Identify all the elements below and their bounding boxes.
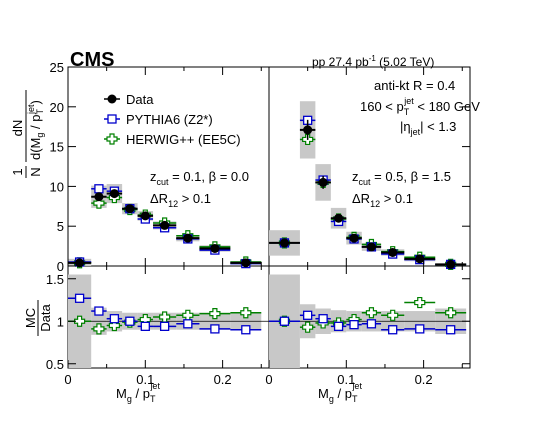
legend-pythia-marker (104, 114, 120, 124)
left-top-ytick-label-1: 5 (57, 219, 64, 234)
left-top-ytick-label-5: 25 (50, 60, 64, 75)
lumi-label: pp 27.4 pb-1 (5.02 TeV) (312, 54, 434, 69)
left-top-data-point-5 (160, 220, 170, 230)
left-zcut-annotation: zcut = 0.1, β = 0.0 (150, 169, 249, 187)
right-top-data-point-1 (303, 125, 313, 135)
ratio-y-axis-label: MC Data (23, 300, 53, 336)
right-top-data-point-8 (446, 259, 456, 269)
right-top-data-point-2 (318, 177, 328, 187)
left-bottom-pythia6-point-4 (140, 321, 150, 332)
left-top-ytick-label-3: 15 (50, 140, 64, 155)
left-top-herwig-point-1 (93, 197, 105, 209)
right-bottom-pythia6-point-6 (388, 325, 398, 335)
right-bottom-pythia6-point-7 (415, 324, 425, 334)
left-top-ytick-label-2: 10 (50, 179, 64, 194)
left-bottom-pythia6-point-8 (241, 325, 251, 335)
right-top-data-point-6 (388, 247, 398, 257)
right-bottom-pythia6-point-4 (349, 319, 359, 330)
left-bottom-xtick-label-0: 0 (64, 372, 71, 387)
right-bottom-herwig-point-5 (365, 307, 378, 319)
left-bottom-herwig-point-1 (93, 323, 105, 335)
right-bottom-herwig-point-1 (302, 321, 314, 333)
left-bottom-herwig-point-8 (240, 307, 252, 319)
right-top-data-point-7 (415, 254, 425, 264)
svg-text:dN: dN (10, 120, 25, 137)
right-bottom-herwig-point-6 (387, 309, 399, 321)
left-dr-annotation: ΔR12 > 0.1 (150, 191, 211, 209)
left-top-data-point-4 (140, 211, 150, 221)
left-bottom-pythia6-point-6 (183, 319, 193, 329)
right-bottom-pythia6-point-5 (366, 319, 377, 329)
left-bottom-pythia6-point-2 (109, 314, 120, 324)
experiment-label: CMS (70, 49, 114, 71)
left-top-data-point-6 (183, 233, 193, 243)
right-bottom-pythia6-point-0 (279, 316, 290, 326)
legend-data-marker (104, 94, 120, 104)
left-bottom-xtick-label-2: 0.2 (214, 372, 232, 387)
right-bottom-herwig-point-8 (445, 307, 457, 319)
right-top-data-point-5 (366, 242, 376, 252)
right-bottom-pythia6-point-3 (333, 321, 344, 332)
left-bottom-pythia6-point-1 (94, 306, 104, 316)
right-top-data-point-4 (349, 233, 359, 243)
svg-text:1: 1 (10, 168, 25, 175)
eta-annotation: |ηjet| < 1.3 (400, 119, 456, 137)
svg-text:MC: MC (23, 308, 38, 328)
left-bottom-xtick-label-1: 0.1 (136, 372, 154, 387)
left-bottom-herwig-point-2 (108, 319, 120, 332)
left-top-data-point-3 (125, 204, 135, 214)
left-bottom-ytick-label-0: 0.5 (46, 357, 64, 372)
left-top-data-point-8 (241, 258, 251, 268)
svg-text:Data: Data (38, 304, 53, 332)
legend: Data PYTHIA6 (Z2*) HERWIG++ (EE5C) (104, 92, 241, 147)
left-bottom-ytick-label-1: 1 (57, 314, 64, 329)
legend-data-label: Data (126, 92, 154, 107)
data-marks (68, 115, 467, 335)
legend-herwig-marker (104, 133, 120, 145)
left-top-data-point-1 (94, 192, 104, 202)
right-dr-annotation: ΔR12 > 0.1 (352, 191, 413, 209)
left-bottom-herwig-point-0 (73, 315, 86, 327)
svg-text:d(Mg / pTjet): d(Mg / pTjet) (26, 100, 45, 160)
right-bottom-pythia6-point-8 (446, 325, 456, 335)
left-x-axis-label: Mg / pTjet (116, 381, 160, 404)
left-bottom-pythia6-point-0 (74, 293, 85, 303)
legend-herwig-label: HERWIG++ (EE5C) (126, 132, 241, 147)
left-bottom-pythia6-point-5 (159, 321, 170, 332)
right-x-axis-label: Mg / pTjet (318, 381, 362, 404)
top-y-axis-label: 1 N dN d(Mg / pTjet) (10, 90, 45, 178)
pt-range-annotation: 160 < pTjet < 180 GeV (360, 96, 480, 117)
right-bottom-pythia6-point-1 (303, 310, 313, 320)
left-bottom-ytick-label-2: 1.5 (46, 272, 64, 287)
right-bottom-xtick-label-0: 0 (265, 372, 272, 387)
left-bottom-herwig-point-7 (209, 308, 221, 320)
right-bottom-xtick-label-1: 0.1 (337, 372, 355, 387)
left-top-data-point-7 (210, 243, 220, 253)
right-zcut-annotation: zcut = 0.5, β = 1.5 (352, 169, 451, 187)
left-top-ytick-label-0: 0 (57, 259, 64, 274)
algo-annotation: anti-kt R = 0.4 (374, 78, 455, 93)
right-top-data-point-0 (279, 238, 289, 248)
left-top-frame (67, 66, 270, 267)
right-top-data-point-3 (334, 213, 344, 223)
left-top-ytick-label-4: 20 (50, 100, 64, 115)
left-top-pythia6-point-1 (94, 184, 104, 194)
right-bottom-xtick-label-2: 0.2 (415, 372, 433, 387)
right-bottom-pythia6-point-2 (318, 314, 328, 324)
svg-text:N: N (28, 167, 43, 176)
right-bottom-herwig-point-7 (414, 296, 426, 309)
left-top-data-point-2 (109, 189, 119, 199)
left-bottom-pythia6-point-7 (210, 324, 220, 334)
left-top-data-point-0 (75, 258, 85, 268)
left-bottom-pythia6-point-3 (125, 316, 135, 326)
legend-pythia-label: PYTHIA6 (Z2*) (126, 112, 213, 127)
